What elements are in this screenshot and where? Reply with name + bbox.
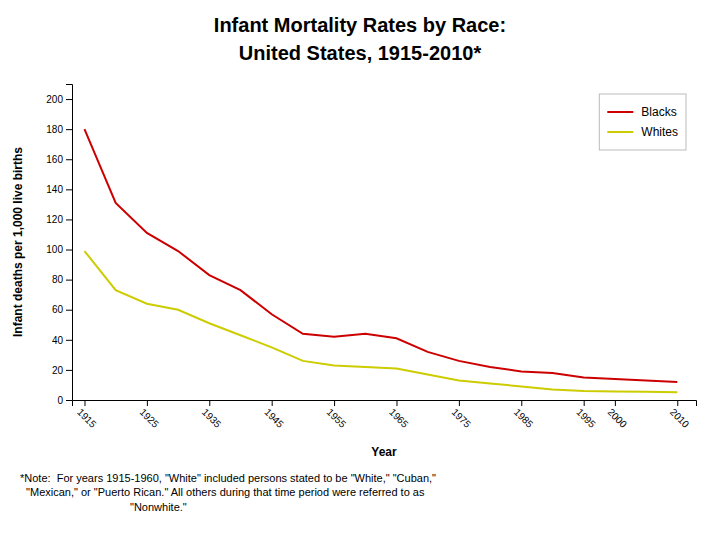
legend-item: Blacks xyxy=(607,105,676,119)
footnote-line: "Mexican," or "Puerto Rican." All others… xyxy=(20,486,425,498)
x-tick-mark xyxy=(272,400,273,406)
x-tick: 1945 xyxy=(262,400,286,430)
y-tick-label: 60 xyxy=(52,304,64,315)
y-tick-label: 40 xyxy=(52,335,64,346)
y-tick-label: 80 xyxy=(52,274,64,285)
x-tick: 1925 xyxy=(137,400,161,430)
x-tick: 2000 xyxy=(605,400,629,430)
y-tick-label: 0 xyxy=(57,395,63,406)
y-tick-mark xyxy=(66,159,72,160)
y-tick-mark xyxy=(66,250,72,251)
x-tick-mark xyxy=(209,400,210,406)
legend-swatch xyxy=(607,111,633,113)
y-tick: 20 xyxy=(52,365,72,376)
y-tick-mark xyxy=(66,400,72,401)
legend: Blacks Whites xyxy=(599,94,686,150)
y-tick: 60 xyxy=(52,304,72,315)
y-tick: 100 xyxy=(46,244,72,255)
y-tick-label: 180 xyxy=(46,124,63,135)
x-tick-label: 1935 xyxy=(200,406,224,430)
x-tick-label: 1915 xyxy=(75,406,99,430)
legend-swatch xyxy=(607,131,633,133)
x-tick-label: 1945 xyxy=(262,406,286,430)
y-tick: 80 xyxy=(52,274,72,285)
x-tick-mark xyxy=(677,400,678,406)
x-axis-line xyxy=(73,401,697,407)
y-tick-label: 100 xyxy=(46,244,63,255)
x-axis: 1915 1925 1935 1945 1955 1965 1975 1985 1995 2000… xyxy=(73,400,697,430)
y-tick-mark xyxy=(66,310,72,311)
y-tick: 40 xyxy=(52,335,72,346)
x-tick: 1975 xyxy=(449,400,473,430)
x-tick: 2010 xyxy=(668,400,692,430)
y-tick: 160 xyxy=(46,154,72,165)
legend-item: Whites xyxy=(607,125,678,139)
marks xyxy=(84,129,677,392)
y-tick: 200 xyxy=(46,94,72,105)
x-tick-mark xyxy=(147,400,148,406)
chart-title: Infant Mortality Rates by Race: xyxy=(214,14,506,36)
x-tick-mark xyxy=(521,400,522,406)
legend-label: Whites xyxy=(641,125,678,139)
legend-box xyxy=(599,94,686,150)
y-tick: 140 xyxy=(46,184,72,195)
y-tick-mark xyxy=(66,129,72,130)
chart-subtitle: United States, 1915-2010* xyxy=(239,42,482,64)
y-axis: 0 20 40 60 80 100 120 140 160 180 200 xyxy=(46,85,72,406)
footnote-line: *Note: For years 1915-1960, "White" incl… xyxy=(20,472,436,484)
x-tick-mark xyxy=(334,400,335,406)
y-tick-mark xyxy=(66,219,72,220)
footnote-line: "Nonwhite." xyxy=(20,501,187,513)
y-tick-mark xyxy=(66,99,72,100)
y-tick: 120 xyxy=(46,214,72,225)
x-tick: 1965 xyxy=(387,400,411,430)
y-axis-title: Infant deaths per 1,000 live births xyxy=(11,147,25,337)
y-tick: 0 xyxy=(57,395,72,406)
x-tick-label: 1995 xyxy=(574,406,598,430)
x-tick-mark xyxy=(459,400,460,406)
x-tick: 1915 xyxy=(75,400,99,430)
x-tick-label: 1965 xyxy=(387,406,411,430)
x-axis-title: Year xyxy=(371,445,397,459)
y-tick-mark xyxy=(66,340,72,341)
legend-label: Blacks xyxy=(641,105,676,119)
footnote: *Note: For years 1915-1960, "White" incl… xyxy=(20,472,436,513)
y-tick-label: 160 xyxy=(46,154,63,165)
x-tick: 1955 xyxy=(325,400,349,430)
x-tick-label: 1925 xyxy=(137,406,161,430)
x-tick-mark xyxy=(396,400,397,406)
x-tick-mark xyxy=(584,400,585,406)
y-tick-mark xyxy=(66,189,72,190)
y-tick-mark xyxy=(66,280,72,281)
chart-svg: Infant Mortality Rates by Race: United St… xyxy=(0,0,720,540)
y-tick: 180 xyxy=(46,124,72,135)
y-tick-label: 20 xyxy=(52,365,64,376)
x-tick-label: 1955 xyxy=(325,406,349,430)
x-tick: 1935 xyxy=(200,400,224,430)
y-tick-mark xyxy=(66,370,72,371)
x-tick-label: 1985 xyxy=(512,406,536,430)
x-tick: 1985 xyxy=(512,400,536,430)
x-tick: 1995 xyxy=(574,400,598,430)
y-axis-line xyxy=(66,85,73,401)
x-tick-label: 1975 xyxy=(449,406,473,430)
series-line xyxy=(84,251,677,392)
x-tick-label: 2000 xyxy=(605,406,629,430)
plot-area: 1915192519351945195519651975198519952000… xyxy=(46,85,696,431)
y-tick-label: 120 xyxy=(46,214,63,225)
y-tick-label: 140 xyxy=(46,184,63,195)
series-line xyxy=(84,129,677,382)
y-tick-label: 200 xyxy=(46,94,63,105)
x-tick-mark xyxy=(615,400,616,406)
x-tick-label: 2010 xyxy=(668,406,692,430)
x-tick-mark xyxy=(84,400,85,406)
